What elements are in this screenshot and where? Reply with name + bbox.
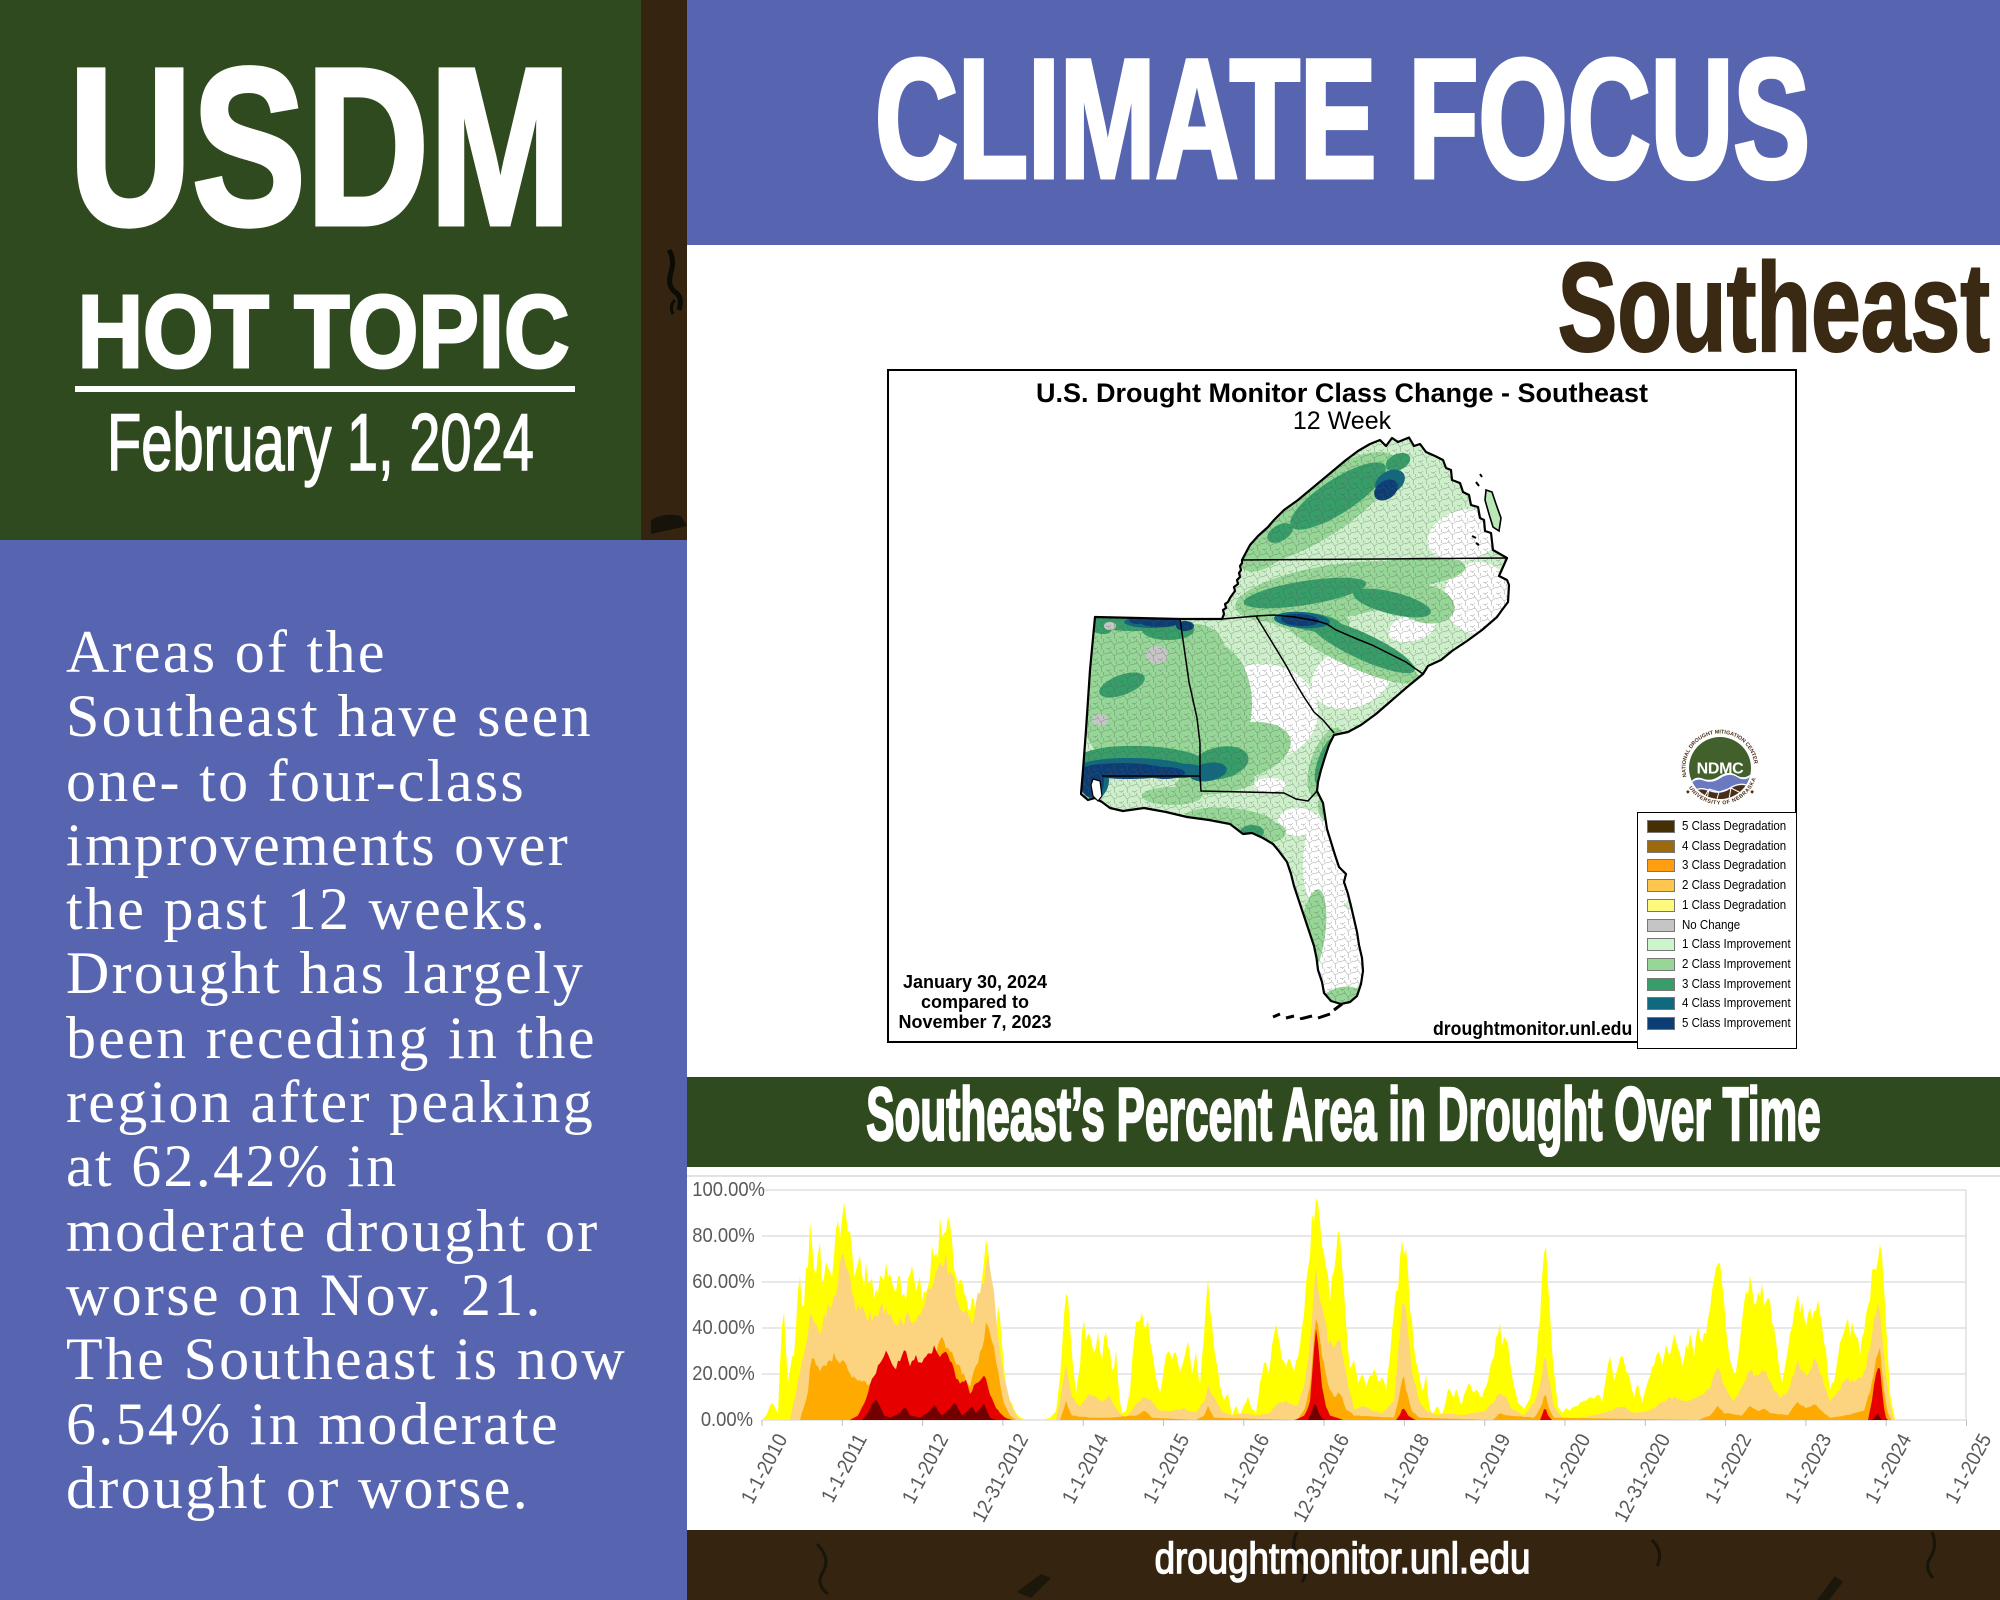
svg-text:NDMC: NDMC	[1697, 761, 1745, 778]
